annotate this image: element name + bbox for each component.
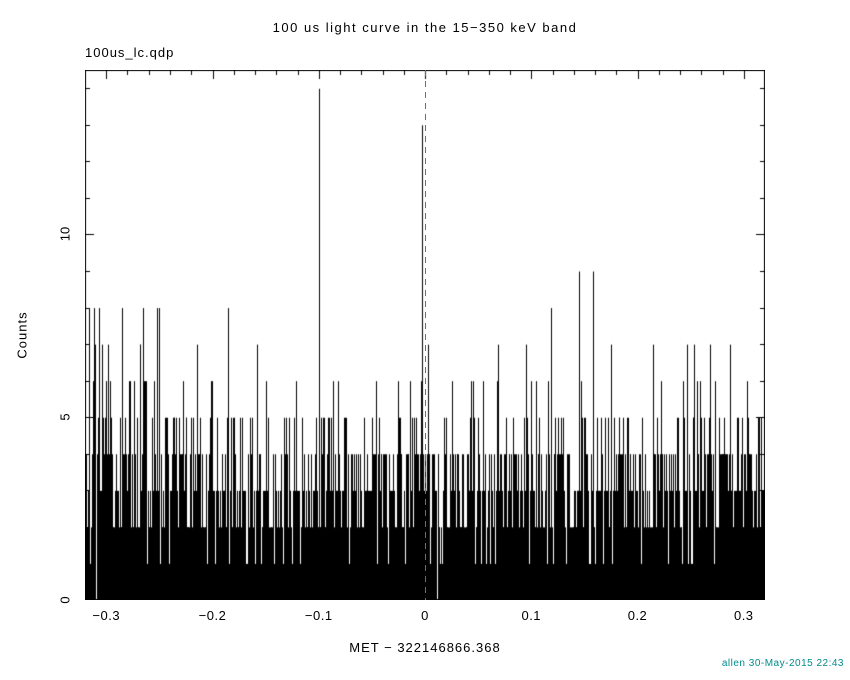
plot-title: 100 us light curve in the 15−350 keV ban… xyxy=(272,20,578,35)
y-axis-label: Counts xyxy=(14,311,30,359)
y-tick-label: 5 xyxy=(57,413,73,421)
trigger-time-marker-line xyxy=(425,70,426,600)
x-axis-label: MET − 322146866.368 xyxy=(349,640,501,655)
y-tick-label: 10 xyxy=(57,227,73,242)
y-tick-label: 0 xyxy=(57,596,73,604)
dataset-filename-label: 100us_lc.qdp xyxy=(85,45,175,60)
footer-credit: allen 30-May-2015 22:43 xyxy=(721,658,844,669)
x-tick-label: 0.1 xyxy=(521,608,542,623)
x-tick-label: −0.1 xyxy=(304,608,333,623)
x-tick-label: 0.3 xyxy=(733,608,754,623)
x-tick-label: −0.2 xyxy=(198,608,227,623)
x-tick-label: 0 xyxy=(421,608,429,623)
x-tick-label: 0.2 xyxy=(627,608,648,623)
x-tick-label: −0.3 xyxy=(92,608,121,623)
